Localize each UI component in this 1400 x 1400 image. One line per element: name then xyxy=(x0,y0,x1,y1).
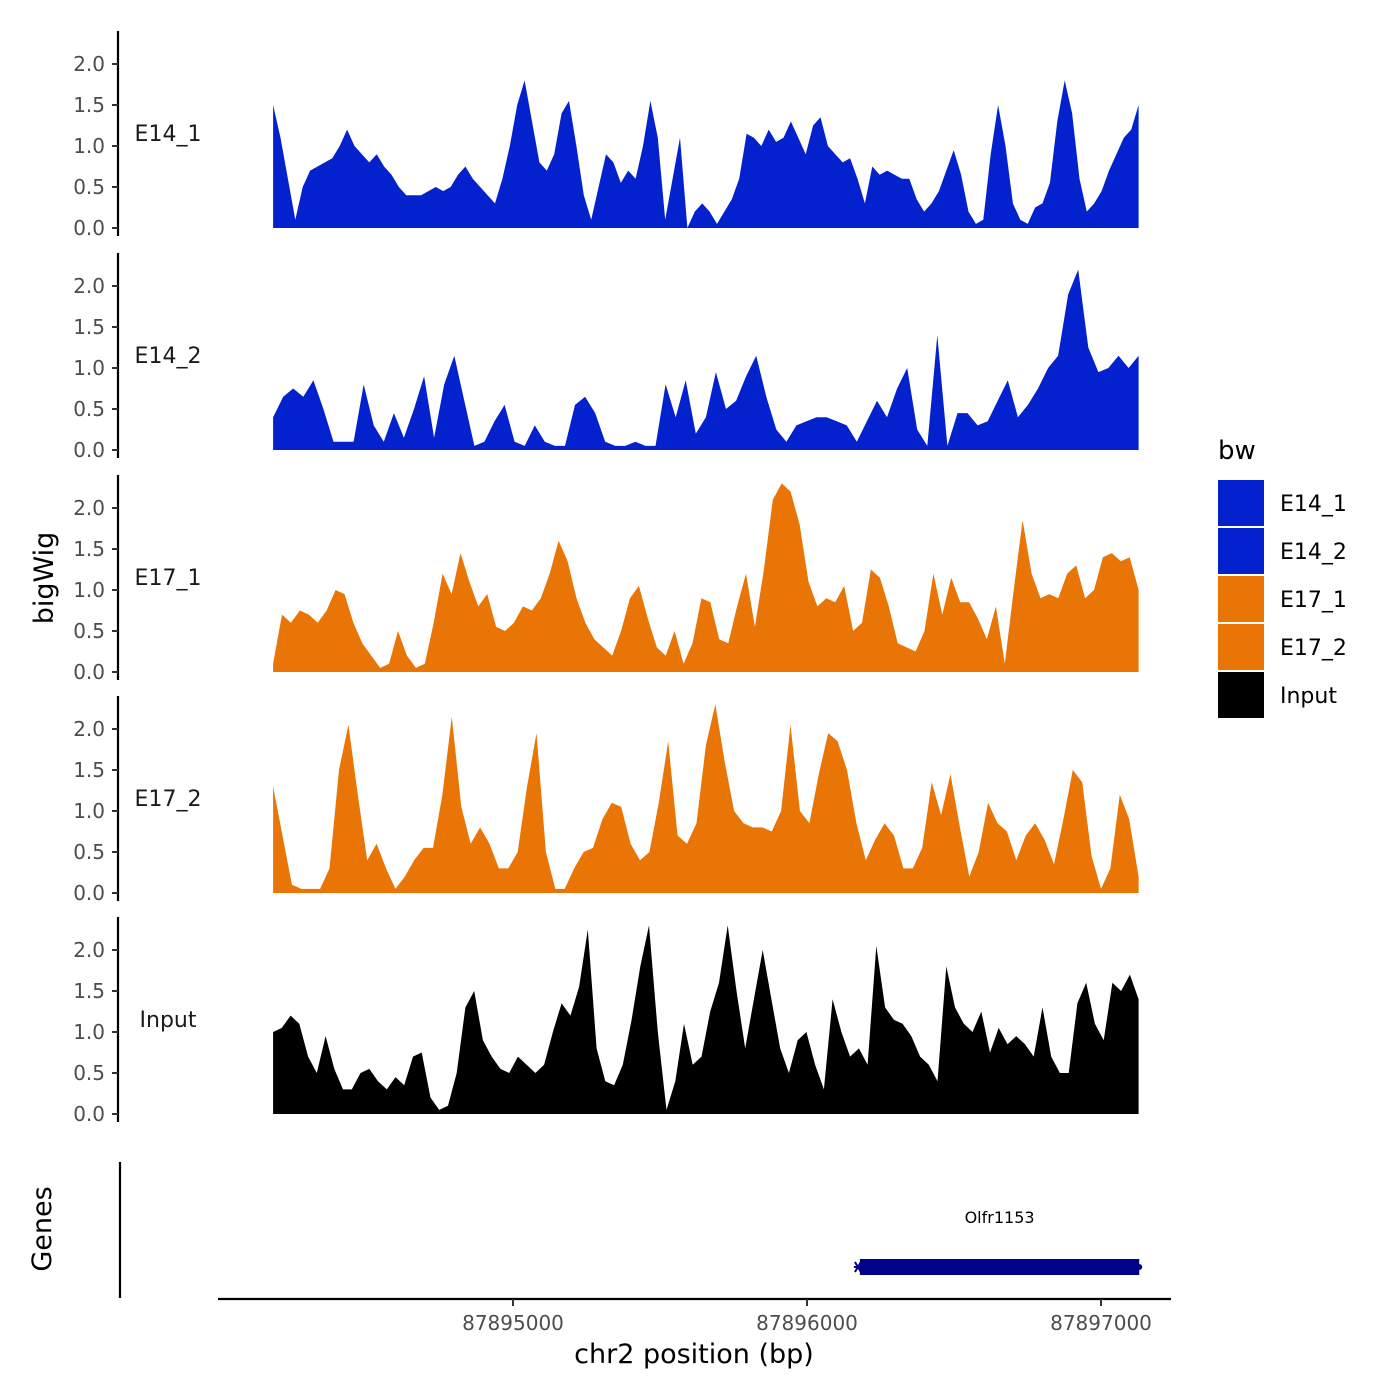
series-area-e17-2 xyxy=(273,704,1139,893)
y-tick-label: 1.5 xyxy=(73,979,105,1003)
genes-panel: Genes Olfr1153 xyxy=(27,1162,1143,1298)
y-tick-label: 1.0 xyxy=(73,134,105,158)
legend-swatch xyxy=(1218,576,1264,622)
panel-e14-2: 0.0 0.5 1.0 1.5 2.0 E14_2 xyxy=(73,253,1139,462)
y-tick-label: 0.0 xyxy=(73,1102,105,1126)
panel-e17-2: 0.0 0.5 1.0 1.5 2.0 E17_2 xyxy=(73,696,1139,905)
y-tick-label: 2.0 xyxy=(73,274,105,298)
panel-e14-1: 0.0 0.5 1.0 1.5 2.0 E14_1 xyxy=(73,31,1139,240)
gene-end-marker xyxy=(1136,1264,1143,1270)
panel-label: E14_1 xyxy=(135,122,202,147)
legend-label: Input xyxy=(1280,684,1337,709)
y-tick-label: 0.5 xyxy=(73,619,105,643)
y-tick-label: 1.5 xyxy=(73,315,105,339)
y-axis-title: bigWig xyxy=(29,532,60,625)
legend-item: E14_2 xyxy=(1218,528,1347,574)
y-tick-label: 2.0 xyxy=(73,496,105,520)
legend-item: E17_1 xyxy=(1218,576,1347,622)
panel-label: Input xyxy=(140,1008,197,1033)
series-area-input xyxy=(273,925,1139,1114)
legend-swatch xyxy=(1218,480,1264,526)
y-tick-label: 2.0 xyxy=(73,938,105,962)
series-area-e14-2 xyxy=(273,269,1139,450)
panel-label: E14_2 xyxy=(135,344,202,369)
y-tick-label: 1.0 xyxy=(73,578,105,602)
legend-label: E14_2 xyxy=(1280,540,1347,565)
legend-label: E17_2 xyxy=(1280,636,1347,661)
panel-label: E17_1 xyxy=(135,566,202,591)
y-tick-label: 1.0 xyxy=(73,1020,105,1044)
gene-exon xyxy=(859,1259,1140,1275)
panel-input: 0.0 0.5 1.0 1.5 2.0 Input xyxy=(73,917,1139,1126)
legend-swatch xyxy=(1218,624,1264,670)
y-tick-label: 0.5 xyxy=(73,175,105,199)
series-area-e14-1 xyxy=(273,80,1139,229)
x-tick-label: 87897000 xyxy=(1050,1311,1152,1335)
y-tick-label: 0.5 xyxy=(73,1061,105,1085)
legend-item: E17_2 xyxy=(1218,624,1347,670)
legend-items: E14_1 E14_2 E17_1 E17_2 Input xyxy=(1218,480,1347,718)
y-tick-label: 0.0 xyxy=(73,881,105,905)
y-tick-label: 1.5 xyxy=(73,93,105,117)
gene-label: Olfr1153 xyxy=(965,1208,1035,1227)
gene-marks: Olfr1153 xyxy=(853,1208,1143,1275)
y-tick-label: 1.0 xyxy=(73,356,105,380)
x-axis-title: chr2 position (bp) xyxy=(574,1339,814,1370)
coverage-panels: 0.0 0.5 1.0 1.5 2.0 E14_1 0.0 0.5 1.0 1.5 2.0 E14_2… xyxy=(73,31,1139,1126)
legend-label: E14_1 xyxy=(1280,492,1347,517)
series-area-e17-1 xyxy=(273,483,1139,672)
genes-axis-title: Genes xyxy=(27,1186,58,1271)
gene-olfr1153: Olfr1153 xyxy=(853,1208,1143,1275)
legend-label: E17_1 xyxy=(1280,588,1347,613)
legend-swatch xyxy=(1218,528,1264,574)
y-tick-label: 0.5 xyxy=(73,840,105,864)
x-ticks: 87895000 87896000 87897000 xyxy=(462,1299,1152,1335)
gene-strand-marker xyxy=(854,1261,862,1273)
panel-e17-1: 0.0 0.5 1.0 1.5 2.0 E17_1 xyxy=(73,475,1139,684)
y-tick-label: 1.5 xyxy=(73,758,105,782)
y-tick-label: 2.0 xyxy=(73,52,105,76)
y-tick-label: 2.0 xyxy=(73,717,105,741)
legend-swatch xyxy=(1218,672,1264,718)
x-tick-label: 87896000 xyxy=(756,1311,858,1335)
x-tick-label: 87895000 xyxy=(462,1311,564,1335)
y-tick-label: 0.0 xyxy=(73,438,105,462)
legend-title: bw xyxy=(1218,436,1256,466)
x-axis: 87895000 87896000 87897000 chr2 position (… xyxy=(218,1297,1171,1370)
y-tick-label: 0.0 xyxy=(73,660,105,684)
panel-label: E17_2 xyxy=(135,787,202,812)
legend: bw E14_1 E14_2 E17_1 E17_2 Input xyxy=(1218,436,1347,718)
legend-item: E14_1 xyxy=(1218,480,1347,526)
y-tick-label: 0.5 xyxy=(73,397,105,421)
y-tick-label: 1.5 xyxy=(73,537,105,561)
legend-item: Input xyxy=(1218,672,1337,718)
y-tick-label: 0.0 xyxy=(73,216,105,240)
y-tick-label: 1.0 xyxy=(73,799,105,823)
